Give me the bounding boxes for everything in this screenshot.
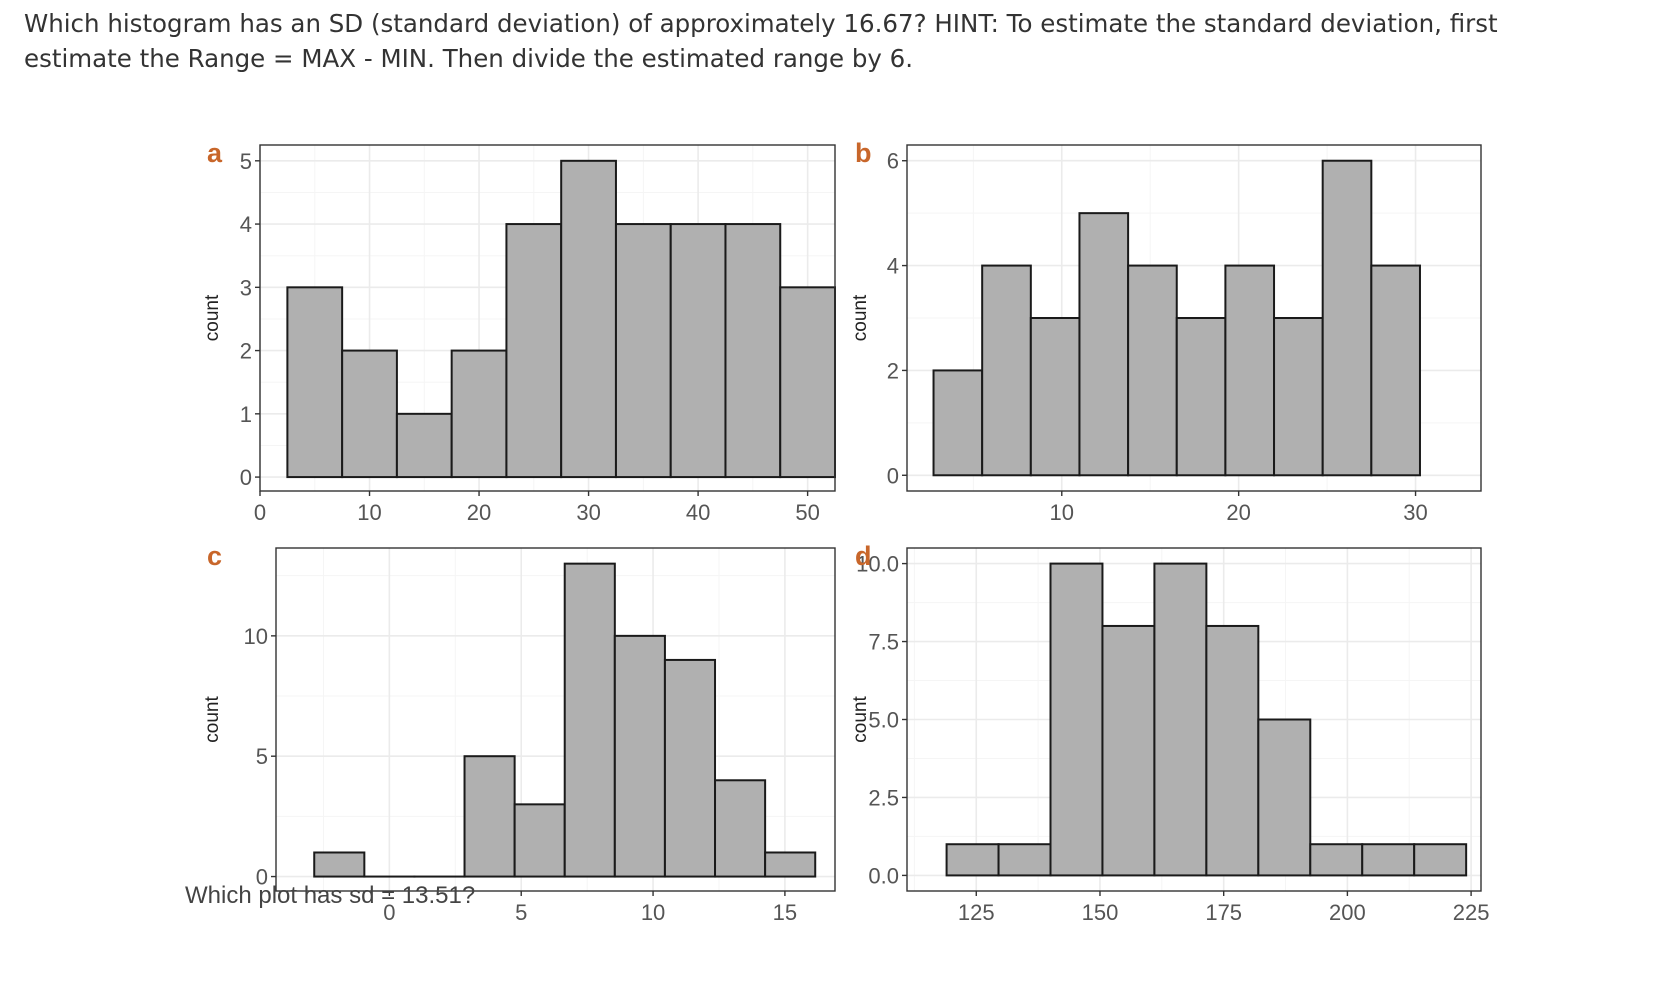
panel-letter: d xyxy=(855,541,872,571)
panel-border xyxy=(259,144,836,492)
x-tick-label: 175 xyxy=(1205,900,1242,925)
histogram-bar xyxy=(341,349,398,479)
histogram-bar xyxy=(1224,264,1276,477)
histogram-bar xyxy=(1257,718,1312,877)
histogram-bar xyxy=(1413,843,1468,877)
histogram-bar xyxy=(463,755,516,878)
y-tick-label: 5 xyxy=(256,744,268,769)
y-tick-label: 0 xyxy=(256,865,268,890)
histogram-panel-d: 0.0 2.5 5.0 7.5 10.0 125 150 175 200 225 count d xyxy=(850,541,1489,925)
y-tick-label: 0 xyxy=(887,463,899,488)
histogram-bar xyxy=(1205,624,1260,877)
x-tick-label: 20 xyxy=(467,500,491,525)
histogram-panel-c: 0 5 10 0 5 10 15 count c xyxy=(202,541,836,925)
histogram-bar xyxy=(513,803,566,878)
panel-letter: b xyxy=(855,138,872,168)
histogram-bar xyxy=(981,264,1032,477)
x-tick-label: 10 xyxy=(1050,500,1074,525)
histogram-bar xyxy=(724,223,782,479)
panel-border xyxy=(275,547,836,892)
histogram-bar xyxy=(1321,159,1373,477)
x-tick-label: 15 xyxy=(773,900,797,925)
histogram-bar xyxy=(1029,317,1081,477)
y-tick-label: 10.0 xyxy=(856,552,899,577)
x-tick-label: 30 xyxy=(1403,500,1427,525)
histogram-panel-b: 0 2 4 6 10 20 30 count b xyxy=(850,138,1482,525)
histogram-bar xyxy=(395,412,453,479)
y-tick-label: 2 xyxy=(887,358,899,383)
x-tick-label: 20 xyxy=(1226,500,1250,525)
histogram-bar xyxy=(1273,317,1324,477)
x-tick-label: 10 xyxy=(641,900,665,925)
y-axis-title: count xyxy=(202,696,223,743)
y-tick-label: 7.5 xyxy=(868,630,899,655)
x-tick-label: 50 xyxy=(795,500,819,525)
histogram-bar xyxy=(560,159,617,479)
y-tick-label: 4 xyxy=(887,254,899,279)
y-tick-label: 4 xyxy=(240,212,252,237)
histogram-bar xyxy=(505,223,563,479)
histogram-bar xyxy=(1101,624,1156,877)
histogram-bar xyxy=(945,843,1000,877)
x-tick-label: 225 xyxy=(1453,900,1490,925)
x-tick-label: 150 xyxy=(1082,900,1119,925)
y-tick-label: 6 xyxy=(887,149,899,174)
y-tick-label: 2 xyxy=(240,339,252,364)
histogram-bar xyxy=(1175,317,1227,477)
question-text: Which histogram has an SD (standard devi… xyxy=(24,9,1498,73)
y-tick-label: 0 xyxy=(240,465,252,490)
histogram-bar xyxy=(663,658,717,878)
x-tick-label: 30 xyxy=(576,500,600,525)
histogram-bar xyxy=(1127,264,1178,477)
y-tick-label: 0.0 xyxy=(868,863,899,888)
histogram-bar xyxy=(563,562,616,878)
x-tick-label: 125 xyxy=(958,900,995,925)
y-tick-label: 10 xyxy=(244,624,268,649)
y-tick-label: 3 xyxy=(240,275,252,300)
sub-question-text: Which plot has sd = 13.51? xyxy=(185,882,476,909)
y-axis-title: count xyxy=(850,696,871,743)
x-tick-label: 200 xyxy=(1329,900,1366,925)
histogram-bar xyxy=(997,843,1052,877)
y-tick-label: 5.0 xyxy=(868,708,899,733)
histogram-bar xyxy=(614,223,672,479)
x-tick-label: 40 xyxy=(686,500,710,525)
histogram-bar xyxy=(1309,843,1364,877)
histogram-bar xyxy=(286,286,344,479)
histogram-bar xyxy=(313,851,366,878)
histogram-bar xyxy=(669,223,727,479)
panel-letter: a xyxy=(207,138,223,168)
histogram-bar xyxy=(1361,843,1416,877)
y-axis-title: count xyxy=(202,294,223,341)
x-tick-label: 0 xyxy=(254,500,266,525)
histogram-bar xyxy=(932,369,984,477)
y-tick-label: 1 xyxy=(240,402,252,427)
x-tick-label: 0 xyxy=(383,900,395,925)
histogram-bar xyxy=(1078,212,1130,477)
y-axis-title: count xyxy=(850,294,871,341)
x-tick-label: 10 xyxy=(357,500,381,525)
panel-letter: c xyxy=(207,541,222,571)
panel-border xyxy=(906,144,1482,492)
histogram-bar xyxy=(764,851,817,878)
y-tick-label: 5 xyxy=(240,149,252,174)
histogram-bar xyxy=(1049,562,1104,877)
histogram-bar xyxy=(779,286,837,479)
x-tick-label: 5 xyxy=(515,900,527,925)
histogram-bar xyxy=(450,349,508,479)
histogram-bar xyxy=(613,634,666,878)
y-tick-label: 2.5 xyxy=(868,785,899,810)
histogram-bar xyxy=(714,779,767,878)
histogram-bar xyxy=(1370,264,1421,477)
histogram-bar xyxy=(1153,562,1208,877)
